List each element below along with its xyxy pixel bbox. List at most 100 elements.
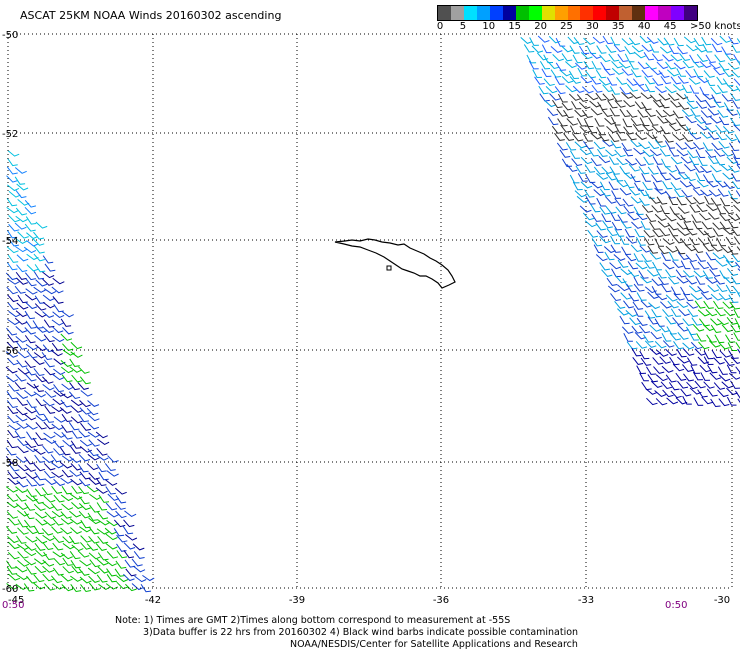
wind-barb [715,259,728,267]
wind-barb [577,173,588,182]
wind-barb [645,213,657,223]
wind-barb [70,527,82,535]
wind-barb [668,124,681,132]
wind-barb [123,573,135,582]
wind-barb [123,519,135,528]
wind-barb [555,62,567,71]
wind-barb [695,149,706,159]
colorbar-segment [606,6,620,20]
latitude-label: -54 [2,236,18,247]
wind-barb [686,357,698,366]
wind-barb [668,227,679,237]
wind-barb [614,124,625,134]
wind-barb [681,134,694,142]
wind-barb [662,309,674,317]
wind-barb [711,43,723,53]
wind-barb [731,44,740,53]
wind-barb [629,317,641,326]
wind-barb [696,204,708,213]
wind-barb [651,125,664,133]
wind-barb [717,84,728,93]
wind-barb [24,310,36,320]
wind-barb [572,181,583,191]
wind-barb [79,446,92,453]
wind-barb [26,399,37,408]
wind-barb [711,142,723,151]
wind-barb [590,108,603,116]
wind-barb [70,341,83,350]
wind-barb [727,342,738,351]
wind-barb [649,196,661,204]
wind-barb [660,125,671,135]
wind-barb [687,150,698,159]
wind-barb [723,206,734,215]
wind-barb [71,485,82,494]
wind-barb [701,221,713,230]
wind-barb [649,43,659,53]
wind-barb [113,519,126,528]
wind-barb [675,118,687,127]
wind-barb [644,190,655,199]
wind-barb [640,276,652,284]
wind-barb [583,37,595,45]
wind-barb [638,270,649,279]
wind-barb [69,358,80,367]
wind-barb [617,284,630,292]
wind-barb [86,407,99,416]
wind-barb [71,544,84,552]
wind-barb [621,142,632,152]
wind-barb [51,342,63,351]
wind-barb [733,156,740,165]
wind-barb [600,61,611,71]
wind-barb [596,197,606,207]
wind-barb [690,365,701,374]
wind-barb [627,261,639,270]
wind-barb [23,549,37,557]
wind-barb [713,67,725,76]
wind-barb [591,238,603,247]
wind-barb [676,68,687,77]
wind-barb [584,220,597,228]
wind-barb [44,478,57,486]
wind-barb [677,380,689,389]
colorbar-label: 10 [482,21,496,32]
wind-barb [688,77,701,85]
wind-barb [623,333,633,342]
wind-barb [718,62,730,71]
wind-barb [716,76,727,85]
wind-barb [637,61,650,70]
wind-barb [557,118,568,127]
wind-barb [6,229,18,239]
wind-barb [630,173,641,183]
time-label-right: 0:50 [665,600,688,611]
wind-barb [623,100,635,108]
wind-barb [566,164,578,172]
wind-barb [737,398,740,404]
wind-barb [16,183,29,191]
wind-barb [693,196,705,205]
wind-barb [710,318,722,326]
wind-barb [692,324,705,332]
wind-barb [611,93,623,102]
wind-barb [627,269,640,278]
wind-barb [42,278,54,286]
wind-barb [26,478,37,487]
wind-barb [62,536,74,544]
wind-barb [690,293,703,301]
wind-barb [661,158,671,168]
wind-barb [726,316,738,325]
wind-barbs [5,35,740,593]
wind-barb [61,503,74,511]
wind-barb [725,334,736,343]
wind-barb [605,205,617,214]
wind-barb [593,244,604,254]
wind-barb [733,236,740,245]
wind-barb [6,400,18,409]
wind-barb [700,165,712,174]
wind-barb [14,237,28,244]
wind-barb [646,269,659,277]
wind-barb [539,60,551,70]
wind-barb [619,108,631,118]
wind-barb [676,348,687,358]
wind-barb [6,246,19,254]
